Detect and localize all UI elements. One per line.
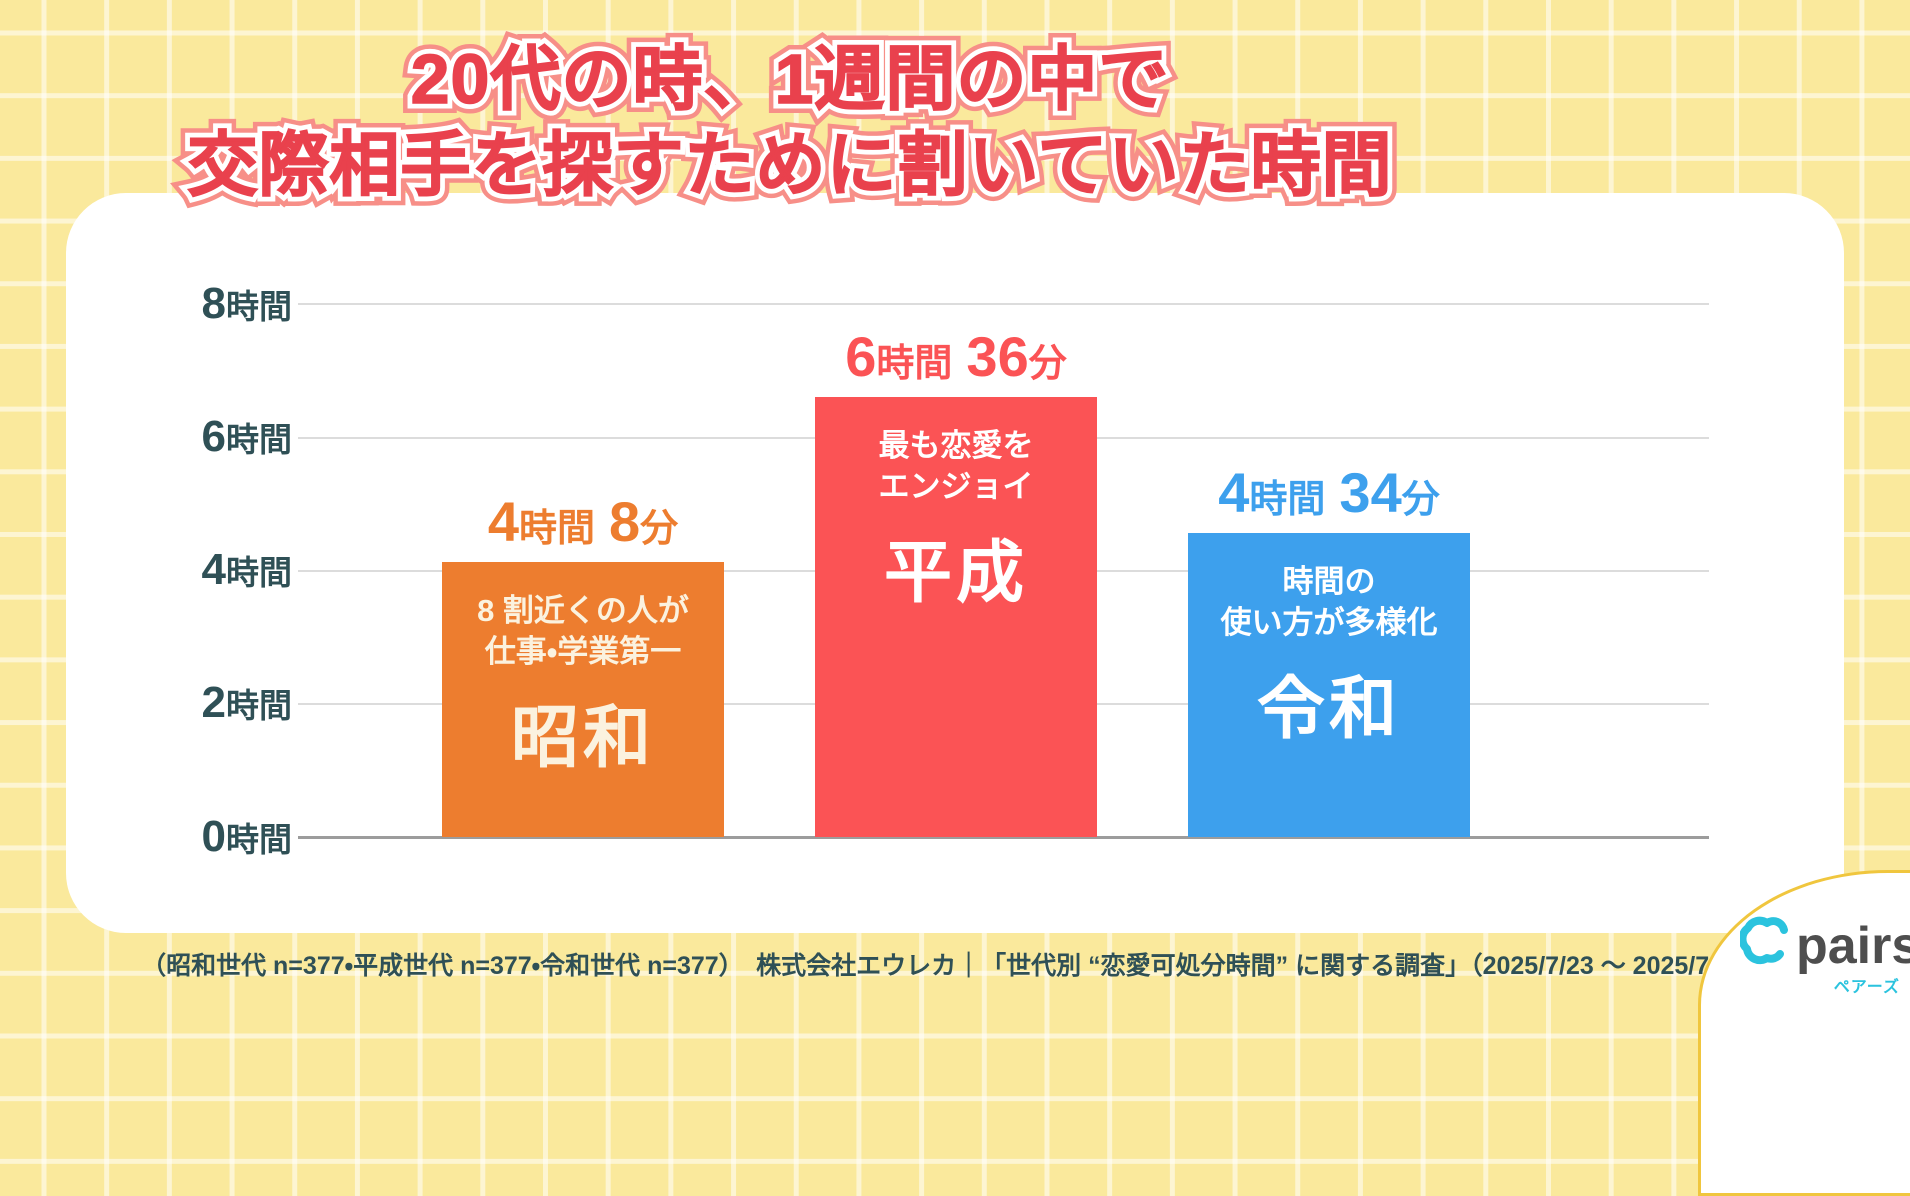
pairs-wordmark: pairs <box>1796 916 1910 975</box>
bar-showa-caption: 8 割近くの人が 仕事・学業第一 昭和 <box>442 590 724 781</box>
bar-showa: 4時間 8分 8 割近くの人が 仕事・学業第一 昭和 <box>442 494 724 837</box>
bar-heisei-value-label: 6時間 36分 <box>845 325 1067 388</box>
title-line-2-text: 交際相手を探すために割いていた時間 <box>187 125 1393 205</box>
bar-showa-name-label: 昭和 <box>510 700 655 776</box>
bar-reiwa-value-label: 4時間 34分 <box>1218 461 1440 524</box>
title-line-1-halo: 20代の時、1週間の中で <box>405 35 1174 124</box>
pairs-kana-label: ペアーズ <box>1833 979 1900 996</box>
bar-heisei-name-label: 平成 <box>883 535 1028 611</box>
bar-reiwa: 4時間 34分 時間の 使い方が多様化 令和 <box>1188 465 1470 837</box>
bar-heisei: 6時間 36分 最も恋愛を エンジョイ 平成 <box>815 329 1097 837</box>
title-line-2: 交際相手を探すために割いていた時間 交際相手を探すために割いていた時間 交際相手… <box>0 116 1580 214</box>
page-title: 20代の時、1週間の中で 20代の時、1週間の中で 20代の時、1週間の中で 交… <box>0 30 1580 214</box>
bar-reiwa-caption: 時間の 使い方が多様化 令和 <box>1188 561 1470 752</box>
title-line-1-text: 20代の時、1週間の中で <box>410 39 1170 119</box>
bar-reiwa-desc: 時間の 使い方が多様化 <box>1220 564 1438 640</box>
bar-heisei-caption: 最も恋愛を エンジョイ 平成 <box>815 425 1097 616</box>
title-line-1-bubble: 20代の時、1週間の中で <box>401 30 1179 128</box>
title-line-2-halo: 交際相手を探すために割いていた時間 <box>182 121 1397 210</box>
bar-reiwa-name-label: 令和 <box>1256 671 1401 747</box>
y-tick-4h: 4時間 <box>201 545 292 594</box>
bar-showa-desc: 8 割近くの人が 仕事・学業第一 <box>477 593 689 669</box>
title-line-2-bubble: 交際相手を探すために割いていた時間 <box>178 116 1402 214</box>
title-line-1: 20代の時、1週間の中で 20代の時、1週間の中で 20代の時、1週間の中で <box>0 30 1580 128</box>
bar-heisei-desc: 最も恋愛を エンジョイ <box>878 428 1034 504</box>
y-tick-8h: 8時間 <box>201 279 292 328</box>
y-tick-0h: 0時間 <box>201 812 292 861</box>
y-tick-6h: 6時間 <box>201 412 292 461</box>
footer-note: （昭和世代 n=377・平成世代 n=377・令和世代 n=377） 株式会社エ… <box>141 952 1769 980</box>
bar-showa-value-label: 4時間 8分 <box>487 490 679 553</box>
y-tick-2h: 2時間 <box>201 678 292 727</box>
pairs-logo: pairs ペアーズ <box>1738 916 1910 997</box>
gridline-8h <box>298 303 1709 305</box>
pairs-cloud-icon <box>1738 916 1792 971</box>
axis-baseline <box>298 836 1709 839</box>
